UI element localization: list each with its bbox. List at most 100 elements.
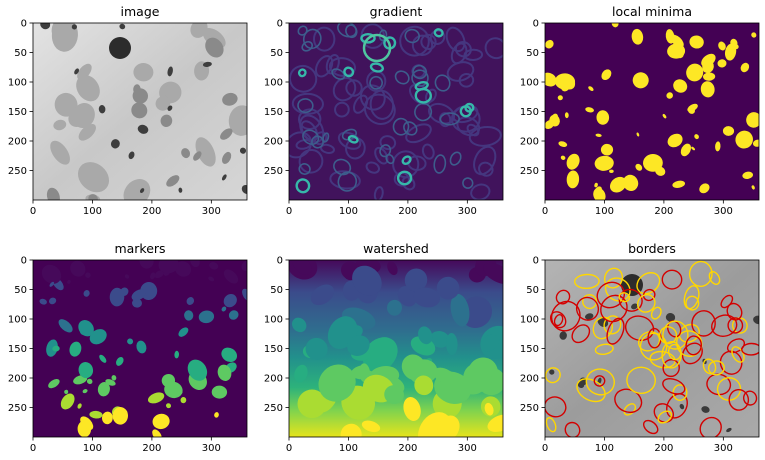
gradient-strong-edge — [362, 33, 392, 63]
minima-region — [724, 43, 737, 61]
minima-region — [666, 92, 673, 99]
gradient-edge — [468, 125, 502, 147]
marker-region — [175, 261, 192, 277]
y-tick-label: 100 — [8, 315, 27, 326]
y-tick-label: 0 — [533, 19, 539, 30]
marker-region — [198, 310, 215, 324]
gradient-edge — [421, 143, 435, 160]
x-tick-label: 0 — [286, 443, 292, 454]
minima-region — [691, 146, 695, 151]
watershed-basin — [340, 423, 362, 437]
watershed-basin — [437, 415, 460, 437]
cell-shape — [190, 23, 208, 38]
panel-title: watershed — [363, 241, 429, 256]
minima-region — [545, 119, 555, 130]
gradient-edge — [289, 64, 318, 93]
gradient-edge — [337, 23, 357, 38]
minima-region — [700, 81, 715, 98]
gradient-edge — [385, 153, 395, 165]
x-tick-label: 0 — [542, 443, 548, 454]
watershed-basin — [433, 367, 455, 384]
y-tick-label: 100 — [264, 315, 283, 326]
watershed-border — [706, 373, 732, 396]
x-tick-label: 0 — [286, 206, 292, 217]
cell-shape — [181, 148, 191, 159]
marker-region — [89, 329, 107, 345]
watershed-border — [594, 343, 614, 356]
marker-region — [136, 340, 147, 354]
marker-region — [116, 356, 124, 366]
marker-region — [69, 341, 82, 357]
marker-region — [60, 393, 75, 410]
watershed-border — [596, 281, 626, 309]
minima-region — [564, 112, 569, 119]
gradient-edge — [379, 135, 397, 151]
gradient-edge — [291, 92, 324, 115]
nucleus-dot — [74, 68, 80, 75]
marker-region — [83, 290, 90, 297]
x-tick-label: 200 — [398, 443, 417, 454]
gradient-strong-edge — [459, 105, 472, 118]
watershed-basin — [318, 364, 356, 402]
x-tick-label: 100 — [339, 206, 358, 217]
watershed-basin — [413, 287, 441, 308]
minima-region — [694, 134, 699, 140]
nucleus-dot — [221, 174, 227, 181]
large-nucleus — [109, 37, 131, 59]
cell-shape — [222, 151, 232, 164]
minima-region — [632, 72, 649, 89]
y-tick-label: 200 — [8, 137, 27, 148]
minima-region — [585, 107, 594, 113]
minima-region — [588, 86, 594, 91]
gradient-strong-edge — [297, 68, 307, 78]
watershed-border — [657, 410, 673, 424]
marker-region — [221, 306, 227, 312]
watershed-border — [719, 350, 743, 375]
x-tick-label: 300 — [714, 443, 733, 454]
gradient-edge — [322, 132, 330, 143]
watershed-basin — [484, 402, 494, 416]
minima-region — [701, 53, 716, 68]
watershed-basin — [403, 397, 421, 421]
minima-region — [689, 35, 704, 49]
watershed-border — [553, 314, 564, 327]
watershed-basin — [386, 299, 403, 316]
watershed-basin — [414, 375, 434, 396]
gradient-edge — [404, 28, 420, 44]
watershed-basin — [297, 389, 327, 419]
watershed-border — [618, 292, 631, 303]
watershed-border — [575, 296, 600, 321]
watershed-border — [592, 316, 614, 340]
marker-region — [105, 379, 116, 386]
minima-region — [635, 163, 643, 171]
gradient-strong-edge — [464, 102, 475, 113]
minima-region — [595, 133, 602, 137]
nucleus-dot — [241, 184, 247, 195]
cell-shape — [88, 194, 98, 200]
watershed-border — [639, 332, 668, 361]
gradient-edge — [333, 158, 352, 176]
marker-region — [187, 359, 208, 381]
nucleus-dot — [202, 61, 212, 67]
y-tick-label: 150 — [520, 107, 539, 118]
marker-region — [127, 338, 134, 345]
minima-region — [672, 180, 686, 188]
watershed-basin — [387, 261, 398, 276]
marker-region — [124, 274, 130, 279]
x-tick-label: 200 — [142, 206, 161, 217]
watershed-border — [685, 335, 703, 356]
gradient-edge — [374, 146, 389, 165]
minima-region — [636, 132, 640, 137]
watershed-border — [642, 419, 659, 435]
cell-shape — [72, 102, 95, 129]
minima-region — [558, 141, 568, 147]
panel-3: markers 0 100 200 300 0 50 100 150 200 250 — [8, 241, 248, 454]
marker-region — [109, 287, 125, 307]
cell-shape — [155, 96, 171, 111]
gradient-edge — [454, 40, 472, 58]
cell-shape — [77, 162, 110, 193]
gradient-edge — [297, 98, 314, 114]
gradient-edge — [345, 24, 358, 39]
